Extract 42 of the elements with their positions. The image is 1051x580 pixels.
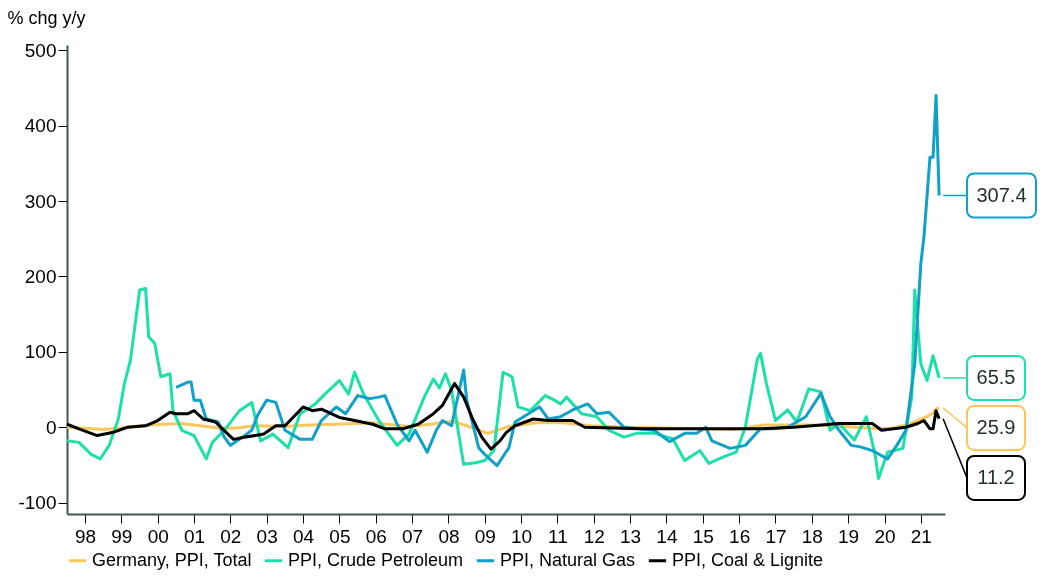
line-series — [174, 94, 941, 468]
x-tick-label: 18 — [801, 525, 823, 547]
y-tick-label: -100 — [18, 492, 57, 514]
y-axis-title: % chg y/y — [7, 7, 86, 28]
x-tick-label: 99 — [111, 525, 133, 547]
data-label: 65.5 — [976, 365, 1016, 388]
y-tick-label: 500 — [24, 39, 57, 61]
x-tick-label: 12 — [583, 525, 605, 547]
x-tick-label: 98 — [74, 525, 97, 547]
x-tick-label: 00 — [147, 525, 169, 547]
x-tick-label: 03 — [256, 525, 278, 547]
y-tick-label: 100 — [24, 341, 57, 363]
y-tick-label: 400 — [24, 115, 57, 137]
y-tick-label: 300 — [24, 190, 57, 212]
x-tick-label: 11 — [548, 525, 568, 547]
x-tick-label: 10 — [511, 525, 533, 547]
line-series — [65, 382, 941, 451]
legend-label: Germany, PPI, Total — [92, 549, 252, 570]
legend-label: PPI, Natural Gas — [500, 549, 636, 570]
x-tick-label: 21 — [910, 525, 932, 547]
x-tick-label: 09 — [474, 525, 496, 547]
legend-label: PPI, Crude Petroleum — [288, 549, 464, 570]
x-tick-label: 04 — [293, 525, 315, 547]
x-tick-label: 01 — [183, 525, 206, 547]
x-tick-label: 02 — [220, 525, 242, 547]
x-tick-label: 07 — [401, 525, 424, 547]
x-tick-label: 14 — [656, 525, 678, 547]
x-tick-label: 17 — [765, 525, 787, 547]
data-label: 11.2 — [977, 465, 1015, 488]
x-tick-label: 20 — [874, 525, 896, 547]
x-tick-label: 05 — [329, 525, 351, 547]
data-label: 307.4 — [976, 183, 1027, 206]
x-tick-label: 16 — [729, 525, 751, 547]
legend-label: PPI, Coal & Lignite — [672, 549, 824, 570]
x-tick-label: 06 — [365, 525, 387, 547]
y-tick-label: 200 — [24, 265, 57, 287]
x-tick-label: 08 — [438, 525, 460, 547]
x-tick-label: 13 — [620, 525, 642, 547]
x-tick-label: 15 — [692, 525, 714, 547]
y-tick-label: 0 — [45, 416, 57, 438]
x-tick-label: 19 — [838, 525, 860, 547]
data-label: 25.9 — [976, 415, 1016, 438]
